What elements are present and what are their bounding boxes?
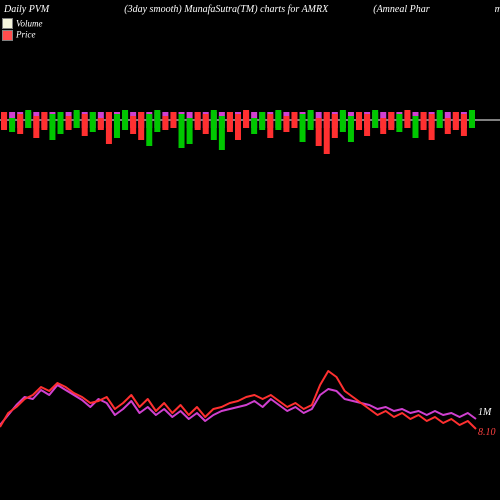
chart-canvas <box>0 0 500 500</box>
axis-label-price: 8.10 <box>478 427 496 438</box>
volume-chart <box>0 110 500 154</box>
price-chart <box>0 371 476 429</box>
axis-label-1m: 1M <box>478 407 491 418</box>
price_line <box>0 371 476 429</box>
